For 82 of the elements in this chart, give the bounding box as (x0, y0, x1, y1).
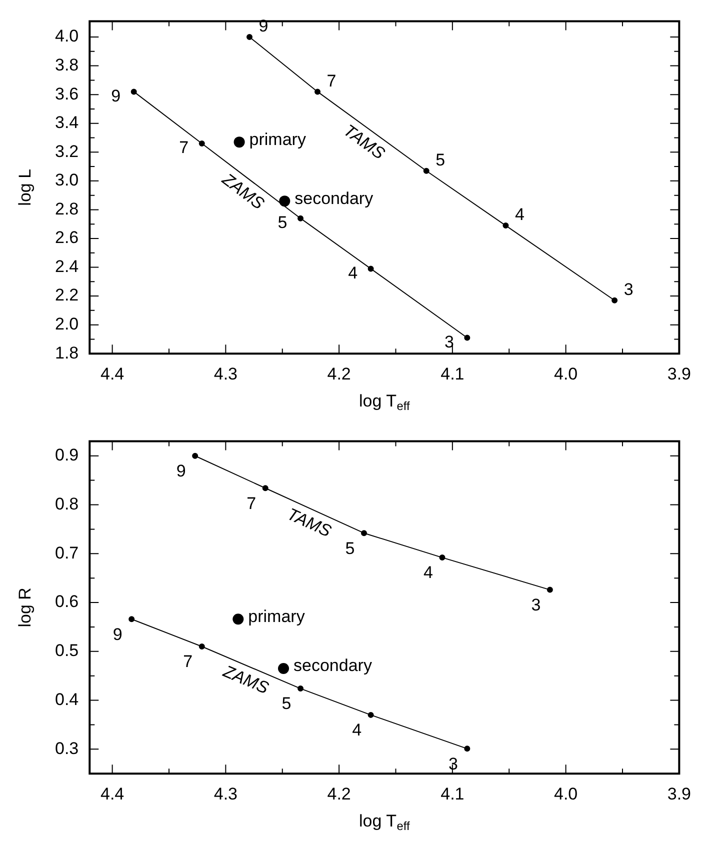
y-tick-label: 0.6 (54, 592, 79, 612)
point (314, 88, 321, 95)
y-tick-label: 0.7 (54, 543, 79, 562)
annotation: 7 (179, 138, 189, 158)
point (361, 530, 367, 536)
point (368, 712, 374, 718)
x-tick-label: 4.0 (554, 364, 578, 384)
annotation: 3 (448, 754, 458, 774)
point (502, 222, 509, 229)
point (192, 452, 198, 459)
x-tick-label: 4.3 (214, 784, 238, 804)
text: ZAMS (220, 661, 272, 698)
y-tick-label: 3.8 (54, 55, 79, 74)
y-tick-label: 0.5 (54, 641, 79, 660)
annotation: 7 (246, 494, 256, 513)
annotation: 7 (183, 652, 193, 672)
series-label: secondary (294, 656, 372, 676)
x-tick-label: 4.1 (440, 784, 464, 804)
y-axis-title: log R (15, 588, 34, 628)
point (279, 196, 290, 207)
annotation: 4 (348, 263, 358, 282)
y-tick-label: 0.4 (54, 690, 79, 709)
annotation: 4 (352, 720, 362, 740)
x-tick-label: 4.4 (100, 364, 124, 384)
y-tick-label: 0.3 (54, 738, 79, 758)
series-label: secondary (294, 188, 374, 208)
point (262, 485, 268, 492)
point (368, 266, 374, 272)
y-tick-label: 3.2 (54, 142, 79, 161)
annotation: 5 (282, 694, 292, 714)
point (130, 88, 137, 95)
y-tick-label: 2.6 (54, 228, 79, 248)
point (234, 136, 245, 148)
annotation: 5 (278, 213, 288, 232)
x-tick-label: 3.9 (667, 364, 692, 384)
x-tick-label: 4.2 (327, 364, 351, 384)
point (232, 614, 244, 625)
x-tick-label: 4.1 (440, 364, 464, 384)
point (612, 297, 618, 304)
annotation: 5 (345, 538, 355, 558)
y-tick-label: 2.0 (54, 314, 79, 334)
x-tick-label: 4.4 (100, 784, 124, 804)
y-tick-label: 0.8 (54, 494, 79, 514)
annotation: 3 (444, 332, 454, 352)
y-tick-label: 3.4 (54, 113, 79, 132)
annotation: 4 (423, 563, 433, 582)
x-tick-label: 4.3 (214, 364, 238, 384)
annotation: 5 (436, 150, 446, 170)
point (246, 34, 252, 40)
point (128, 616, 135, 622)
annotation: 7 (326, 71, 336, 90)
point (298, 686, 304, 692)
point (423, 168, 430, 174)
point (298, 215, 304, 222)
y-tick-label: 4.0 (54, 26, 79, 46)
y-tick-label: 2.4 (54, 256, 79, 276)
annotation: 9 (112, 624, 122, 644)
y-tick-label: 3.0 (54, 170, 79, 190)
y-tick-label: 2.8 (54, 199, 79, 218)
annotation: 3 (624, 280, 634, 300)
x-tick-label: 4.0 (554, 784, 578, 804)
point (464, 746, 470, 752)
annotation: 4 (514, 205, 524, 224)
annotation: 3 (531, 595, 541, 614)
series-label: primary (249, 130, 306, 149)
text: TAMS (284, 504, 335, 542)
point (546, 586, 553, 593)
series-label: primary (248, 606, 306, 626)
point (198, 140, 205, 147)
y-tick-label: 1.8 (54, 343, 79, 362)
y-tick-label: 0.9 (54, 446, 79, 465)
y-tick-label: 2.2 (54, 286, 79, 305)
point (464, 334, 470, 341)
annotation: 9 (111, 86, 121, 106)
y-tick-label: 3.6 (54, 84, 79, 104)
point (439, 554, 446, 561)
point (278, 663, 290, 674)
point (198, 644, 205, 650)
x-tick-label: 3.9 (667, 784, 692, 804)
x-tick-label: 4.2 (327, 784, 351, 804)
y-axis-title: log L (15, 168, 34, 206)
annotation: 9 (176, 462, 186, 481)
